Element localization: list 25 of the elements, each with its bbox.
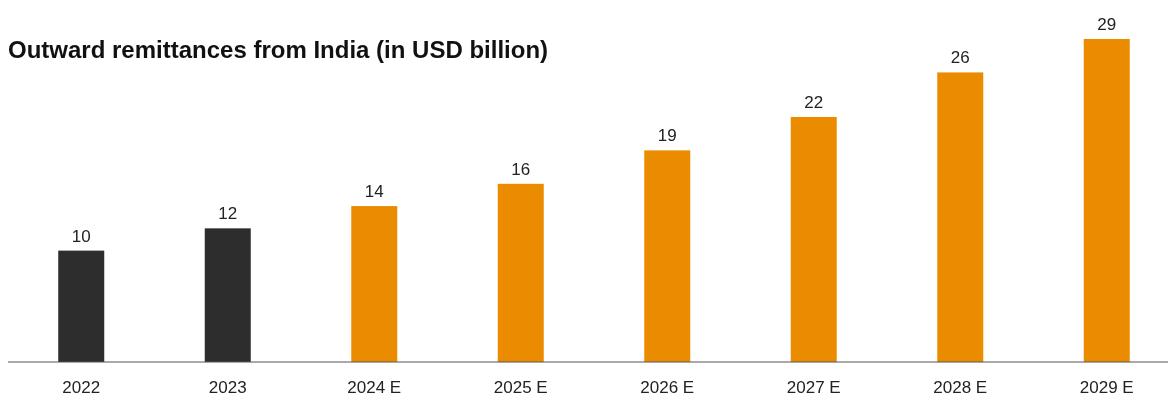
x-tick-label: 2025 E [493,378,548,397]
data-label: 22 [804,92,824,112]
bar [497,183,544,362]
data-label: 10 [71,226,91,246]
chart-title: Outward remittances from India (in USD billion) [8,36,549,63]
x-tick-label: 2028 E [933,378,988,397]
data-label: 12 [218,204,238,224]
x-tick-label: 2022 [62,378,101,397]
x-tick-label: 2029 E [1079,378,1134,397]
data-label: 29 [1097,15,1117,34]
x-tick-label: 2026 E [640,378,695,397]
bar [204,228,251,362]
bar [790,116,837,362]
data-label: 26 [950,48,970,68]
bar [1083,39,1130,362]
x-tick-label: 2024 E [347,378,402,397]
bar [58,250,105,362]
bar [644,150,691,362]
x-tick-label: 2027 E [786,378,841,397]
data-label: 16 [511,159,531,179]
data-label: 19 [657,126,677,146]
bar [351,206,398,362]
bar [937,72,984,362]
data-label: 14 [364,182,384,202]
x-tick-label: 2023 [208,378,247,397]
